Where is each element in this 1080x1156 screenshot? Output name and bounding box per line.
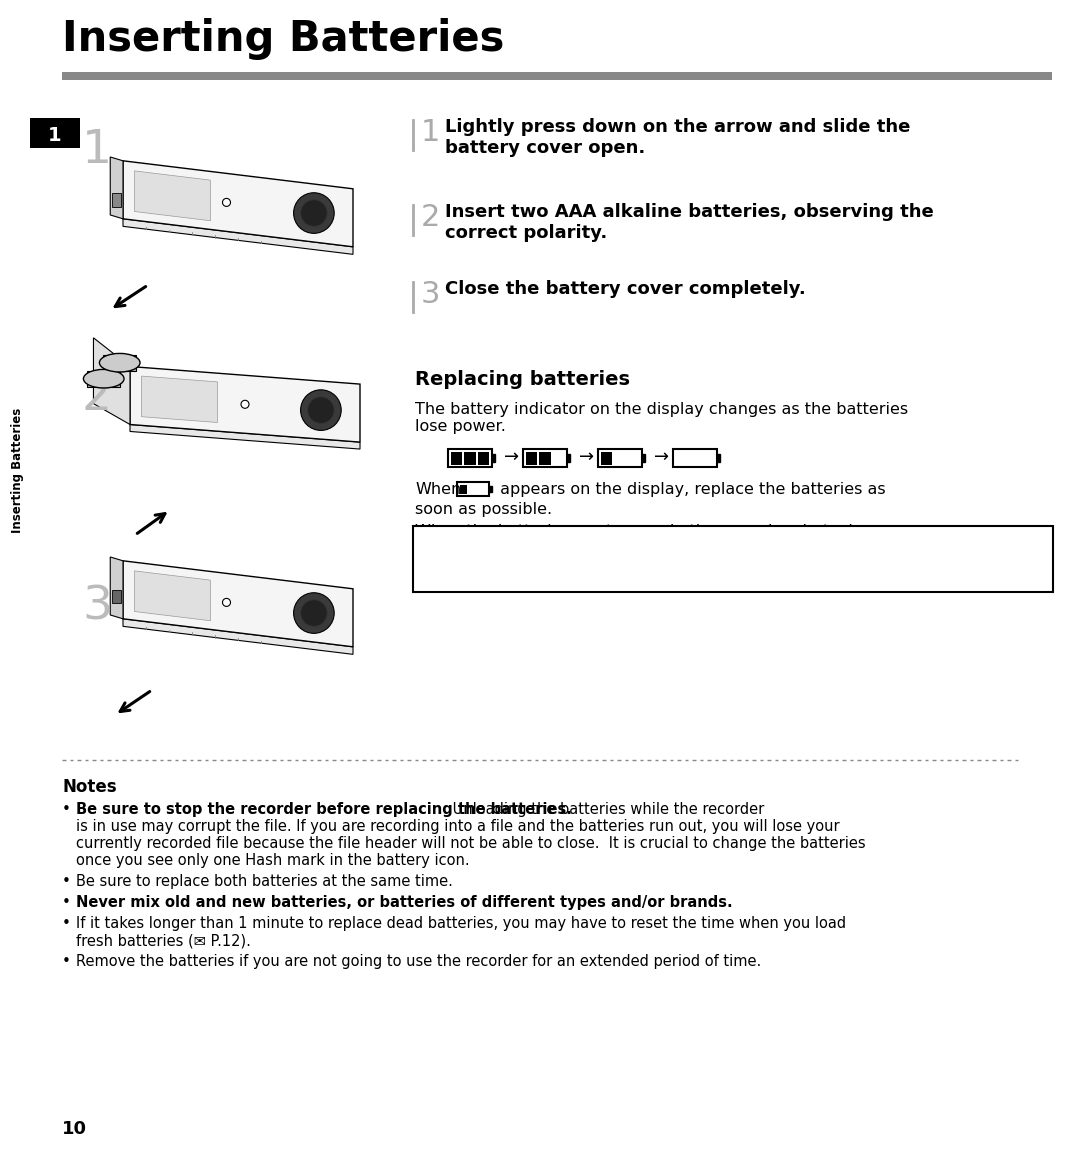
Bar	[523, 449, 567, 467]
Text: Replacing batteries: Replacing batteries	[415, 370, 630, 390]
Circle shape	[294, 193, 334, 234]
Text: An optional Ni-MH Rechargeable Battery from Olympus
can be used for the recorder: An optional Ni-MH Rechargeable Battery f…	[423, 535, 923, 568]
Text: 10: 10	[62, 1120, 87, 1138]
Circle shape	[241, 400, 249, 408]
Polygon shape	[141, 376, 217, 422]
Bar	[87, 371, 120, 387]
Bar	[598, 449, 642, 467]
Text: fresh batteries (✉ P.12).: fresh batteries (✉ P.12).	[76, 933, 251, 948]
Text: appears on the display, replace the batteries as: appears on the display, replace the batt…	[495, 482, 886, 497]
Ellipse shape	[99, 354, 140, 372]
Circle shape	[300, 390, 341, 430]
Polygon shape	[110, 557, 123, 618]
Text: 2: 2	[421, 203, 441, 232]
Text: →: →	[580, 449, 595, 466]
Text: •: •	[62, 874, 71, 889]
Text: •: •	[62, 916, 71, 931]
Text: If it takes longer than 1 minute to replace dead batteries, you may have to rese: If it takes longer than 1 minute to repl…	[76, 916, 846, 931]
Bar	[673, 449, 717, 467]
Polygon shape	[135, 171, 211, 221]
Text: Lightly press down on the arrow and slide the
battery cover open.: Lightly press down on the arrow and slid…	[445, 118, 910, 157]
Polygon shape	[94, 338, 130, 424]
Polygon shape	[123, 561, 353, 647]
Text: Never mix old and new batteries, or batteries of different types and/or brands.: Never mix old and new batteries, or batt…	[76, 895, 732, 910]
Bar	[526, 452, 538, 465]
Polygon shape	[130, 424, 360, 449]
Bar	[539, 452, 551, 465]
Polygon shape	[130, 366, 360, 442]
Text: 3: 3	[82, 585, 112, 630]
Polygon shape	[123, 218, 353, 254]
Text: 3: 3	[421, 280, 441, 309]
Circle shape	[308, 397, 334, 423]
Text: is in use may corrupt the file. If you are recording into a file and the batteri: is in use may corrupt the file. If you a…	[76, 818, 839, 833]
Polygon shape	[135, 571, 211, 621]
Circle shape	[222, 599, 230, 607]
Bar	[460, 484, 468, 494]
Bar	[112, 590, 121, 602]
Bar	[477, 452, 489, 465]
Bar	[489, 486, 491, 492]
Text: →: →	[654, 449, 670, 466]
Text: •: •	[62, 954, 71, 969]
Text: 1: 1	[49, 126, 62, 144]
Bar	[492, 454, 496, 462]
Text: Inserting Batteries: Inserting Batteries	[12, 407, 25, 533]
Text: •: •	[62, 802, 71, 817]
Bar	[600, 452, 612, 465]
Bar	[451, 452, 462, 465]
Bar	[62, 72, 1052, 80]
Bar	[413, 526, 1053, 592]
Text: Be sure to replace both batteries at the same time.: Be sure to replace both batteries at the…	[76, 874, 453, 889]
Text: →: →	[504, 449, 519, 466]
Polygon shape	[123, 618, 353, 654]
Bar	[567, 454, 570, 462]
Text: currently recorded file because the file header will not be able to close.  It i: currently recorded file because the file…	[76, 836, 866, 851]
Text: Be sure to stop the recorder before replacing the batteries.: Be sure to stop the recorder before repl…	[76, 802, 572, 817]
Text: Inserting Batteries: Inserting Batteries	[62, 18, 504, 60]
Text: The battery indicator on the display changes as the batteries
lose power.: The battery indicator on the display cha…	[415, 402, 908, 435]
Bar	[112, 193, 121, 207]
Text: Unloading the batteries while the recorder: Unloading the batteries while the record…	[448, 802, 765, 817]
Bar	[104, 355, 136, 371]
Text: When the batteries are too weak, the recorder shuts down
and “BATTERY LOW” appea: When the batteries are too weak, the rec…	[415, 524, 886, 573]
Text: once you see only one Hash mark in the battery icon.: once you see only one Hash mark in the b…	[76, 853, 470, 868]
Text: 2: 2	[82, 375, 112, 420]
Ellipse shape	[83, 370, 124, 388]
Bar	[457, 482, 489, 496]
Text: soon as possible.: soon as possible.	[415, 502, 552, 517]
Bar	[30, 118, 80, 148]
Bar	[448, 449, 492, 467]
Text: Insert two AAA alkaline batteries, observing the
correct polarity.: Insert two AAA alkaline batteries, obser…	[445, 203, 934, 242]
Text: Remove the batteries if you are not going to use the recorder for an extended pe: Remove the batteries if you are not goin…	[76, 954, 761, 969]
Text: Close the battery cover completely.: Close the battery cover completely.	[445, 280, 806, 298]
Text: •: •	[62, 895, 71, 910]
Bar	[717, 454, 720, 462]
Circle shape	[222, 199, 230, 207]
Polygon shape	[110, 157, 123, 218]
Circle shape	[300, 600, 327, 627]
Circle shape	[300, 200, 327, 227]
Polygon shape	[123, 161, 353, 246]
Text: 1: 1	[82, 128, 112, 173]
Bar	[642, 454, 645, 462]
Circle shape	[294, 593, 334, 633]
Text: Notes: Notes	[62, 778, 117, 796]
Bar	[464, 452, 475, 465]
Text: When: When	[415, 482, 461, 497]
Text: 1: 1	[421, 118, 441, 147]
